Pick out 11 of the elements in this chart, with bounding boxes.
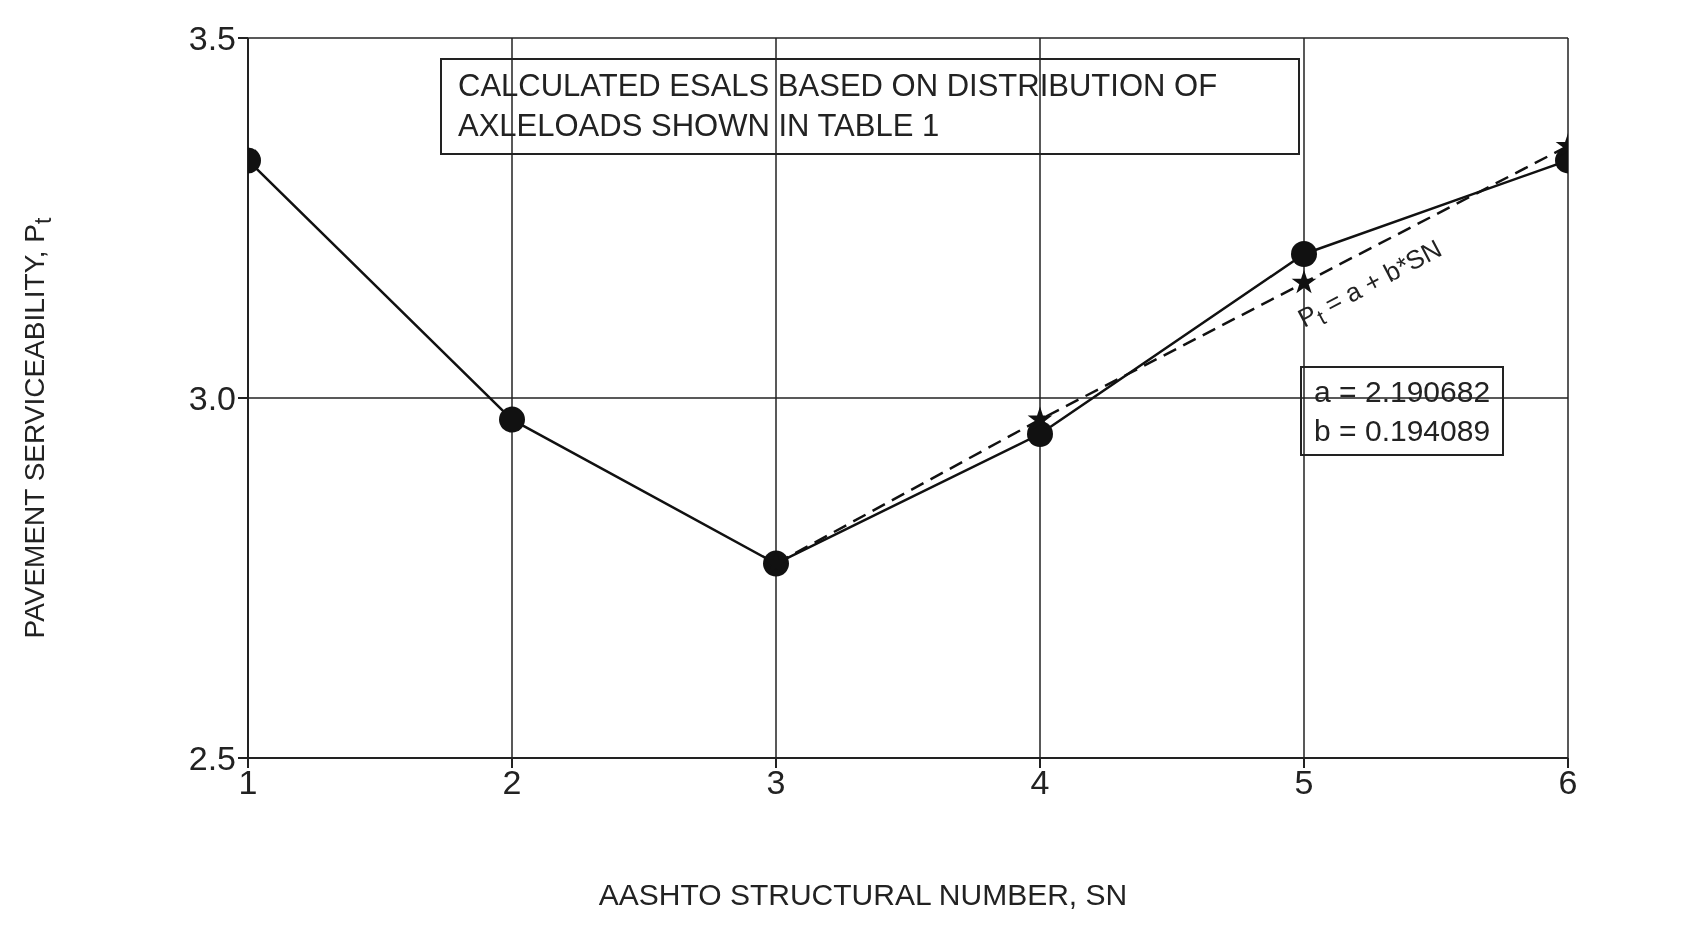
x-tick-label: 2	[502, 763, 522, 802]
x-tick-label: 3	[766, 763, 786, 802]
y-tick-label: 3.0	[188, 379, 236, 418]
x-tick-label: 5	[1294, 763, 1314, 802]
y-tick-label: 3.5	[188, 19, 236, 58]
x-axis-title: AASHTO STRUCTURAL NUMBER, SN	[597, 878, 1129, 912]
x-tick-label: 1	[238, 763, 258, 802]
annotation: b = 0.194089	[1314, 412, 1491, 449]
y-tick-label: 2.5	[188, 739, 236, 778]
x-tick-label: 4	[1030, 763, 1050, 802]
x-tick-label: 6	[1558, 763, 1578, 802]
